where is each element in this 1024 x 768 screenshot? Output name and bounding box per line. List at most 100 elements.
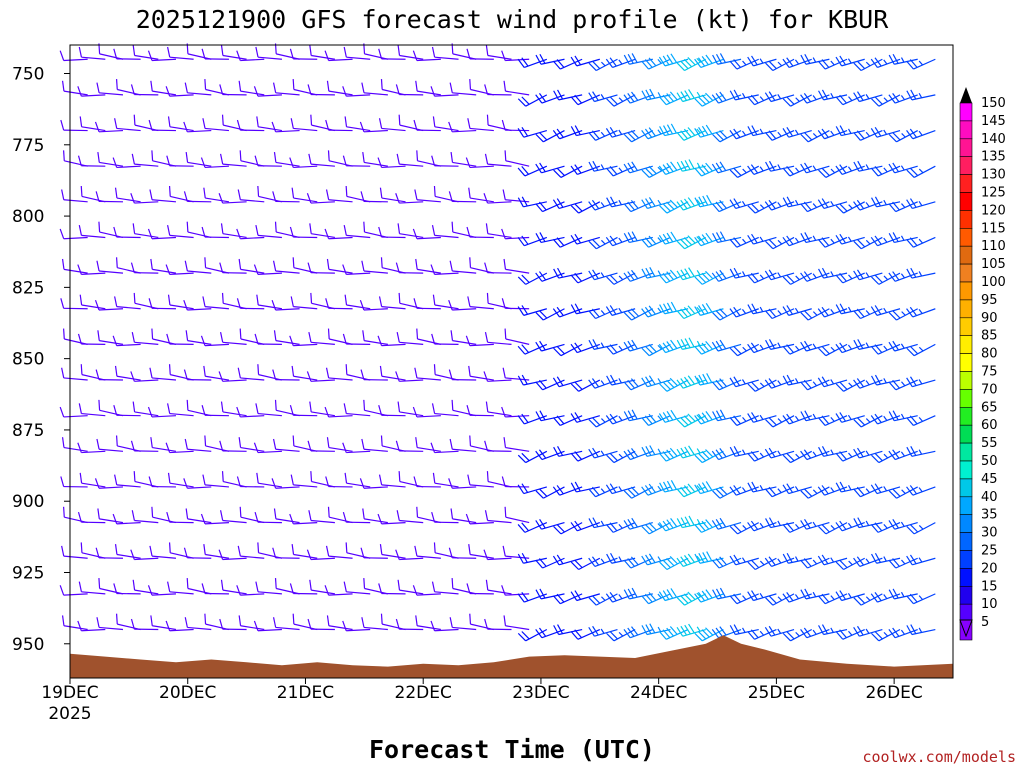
wind-barb (202, 296, 229, 310)
wind-barb (59, 406, 88, 418)
wind-barb (256, 472, 283, 488)
colorbar-swatch (959, 174, 973, 193)
wind-barb (817, 485, 848, 496)
wind-barb (570, 412, 600, 423)
wind-barb (342, 620, 371, 632)
colorbar-swatch (959, 460, 973, 480)
wind-barbs (59, 43, 936, 642)
wind-barb (200, 513, 229, 525)
colorbar-label: 5 (981, 615, 989, 630)
wind-barb (449, 438, 477, 452)
wind-barb (97, 152, 124, 167)
wind-barb (818, 165, 848, 178)
wind-barb (168, 542, 194, 559)
wind-barb (466, 583, 494, 595)
wind-barb (98, 399, 124, 417)
wind-barb (272, 547, 300, 559)
wind-barb (274, 578, 300, 595)
wind-barb (658, 161, 689, 175)
wind-barb (906, 89, 936, 101)
y-tick-label: 750 (12, 65, 44, 85)
wind-barb (553, 89, 583, 101)
wind-barb (658, 588, 689, 602)
colorbar-swatch (959, 138, 973, 158)
wind-barb (79, 472, 106, 488)
wind-barb (114, 474, 141, 488)
wind-barb (676, 483, 707, 498)
wind-barb (147, 228, 176, 240)
wind-barb (360, 369, 388, 381)
wind-barb (98, 578, 124, 595)
wind-barb (588, 339, 618, 350)
wind-barb (835, 233, 865, 245)
wind-barb (395, 440, 424, 452)
wind-barb (853, 339, 883, 350)
wind-barb (149, 367, 177, 381)
wind-barb (800, 588, 830, 600)
wind-barb (114, 544, 141, 559)
wind-barb (257, 185, 283, 203)
wind-barb (888, 486, 918, 499)
wind-barb (764, 129, 795, 141)
colorbar-label: 70 (981, 382, 998, 397)
wind-barb (853, 236, 883, 250)
wind-barb (484, 331, 512, 345)
wind-barb (113, 226, 141, 239)
wind-barb (711, 517, 742, 530)
wind-barb (503, 80, 530, 96)
wind-barb (431, 511, 459, 524)
wind-barb (398, 114, 424, 132)
wind-barb (729, 522, 760, 535)
colorbar-label: 55 (981, 436, 998, 451)
wind-barb (186, 43, 212, 60)
wind-barb (465, 513, 494, 525)
wind-barb (658, 409, 689, 423)
wind-barb (148, 298, 176, 310)
wind-barb (272, 369, 300, 381)
wind-barb (764, 269, 795, 281)
wind-barb (273, 508, 300, 524)
x-tick-label: 24DEC (630, 683, 687, 703)
wind-barb (535, 308, 565, 321)
wind-barb (363, 578, 389, 595)
wind-barb (132, 401, 159, 417)
colorbar-swatch (959, 228, 973, 247)
wind-barb (94, 299, 124, 311)
wind-barb (906, 554, 936, 566)
wind-barb (239, 150, 265, 167)
colorbar-bottom-arrow (959, 619, 973, 638)
wind-barb (449, 82, 477, 96)
wind-barb (271, 478, 300, 489)
wind-barb (517, 483, 547, 495)
wind-barb (167, 472, 194, 488)
wind-barb (237, 367, 265, 381)
wind-barb (272, 82, 300, 96)
wind-barb (431, 46, 459, 60)
wind-barb (271, 121, 300, 133)
wind-barb (641, 623, 671, 636)
wind-barb (236, 476, 265, 488)
wind-barb (185, 330, 212, 345)
wind-barb (221, 471, 247, 488)
wind-barb (253, 264, 282, 275)
wind-barb (291, 187, 318, 203)
credit-link[interactable]: coolwx.com/models (862, 748, 1016, 766)
wind-barb (130, 549, 159, 561)
wind-barb (95, 547, 123, 559)
wind-barb (395, 84, 424, 96)
wind-barb (888, 627, 918, 639)
wind-barb (130, 262, 159, 274)
colorbar-swatch (959, 371, 973, 390)
wind-barb (115, 435, 141, 452)
wind-barb (486, 471, 512, 488)
wind-barb (658, 91, 689, 106)
colorbar-swatch (959, 424, 973, 444)
wind-barb (484, 510, 512, 524)
wind-barb (501, 298, 530, 310)
wind-barb (888, 162, 918, 174)
wind-barb (130, 371, 159, 382)
wind-barb (221, 114, 247, 132)
wind-barb (570, 55, 600, 67)
wind-barb (362, 152, 388, 167)
wind-barb (765, 160, 795, 172)
